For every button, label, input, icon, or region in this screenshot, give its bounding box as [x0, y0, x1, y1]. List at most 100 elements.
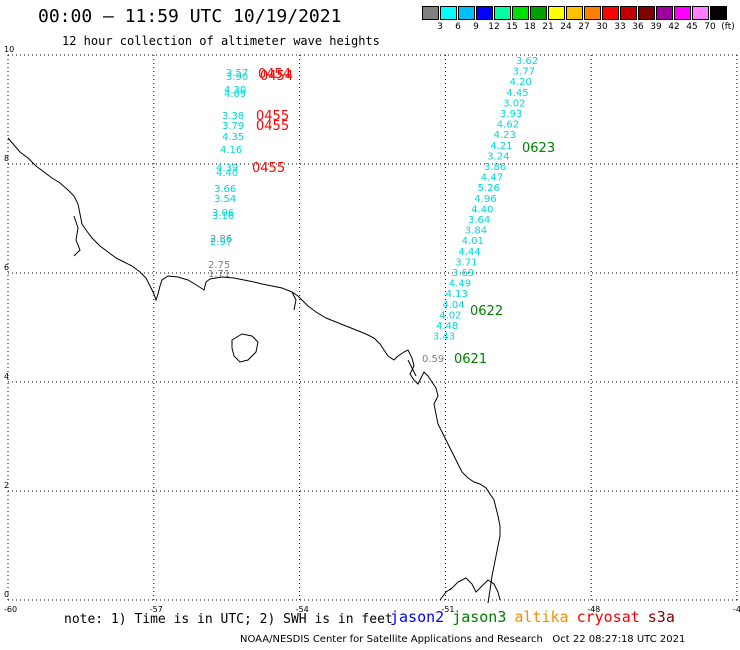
- island-outline: [231, 333, 259, 363]
- pass-time-label: 0454: [260, 69, 293, 84]
- color-scale-tick: 6: [455, 22, 461, 32]
- wave-height-value: 4.45: [506, 88, 528, 99]
- color-scale-tick: 70: [704, 22, 716, 32]
- satellite-legend: jason2 jason3 altika cryosat s3a: [390, 608, 683, 626]
- wave-height-value: 4.30: [224, 85, 246, 96]
- color-scale-tick: 36: [632, 22, 644, 32]
- latitude-tick: 2: [4, 481, 9, 490]
- wave-height-value: 4.35: [222, 132, 244, 143]
- pass-time-label: 0623: [522, 141, 555, 156]
- wave-height-value: 4.16: [220, 145, 242, 156]
- west-altimeter-track: 3.573.90 4.304.09 3.383.794.35 4.16 4.394.40…: [208, 68, 248, 280]
- footer-note: note: 1) Time is in UTC; 2) SWH is in fe…: [64, 612, 393, 627]
- pass-time-label: 0455: [256, 119, 289, 134]
- color-swatch: [494, 6, 511, 20]
- color-scale-tick: (ft): [721, 22, 735, 32]
- color-swatch: [440, 6, 457, 20]
- pass-time-label: 0455: [252, 161, 285, 176]
- wave-height-value: 3.77: [513, 67, 535, 78]
- color-scale-tick: 21: [542, 22, 554, 32]
- wave-height-value: 4.39: [216, 163, 238, 174]
- wave-height-value: 4.04: [442, 300, 464, 311]
- footer-credit: NOAA/NESDIS Center for Satellite Applica…: [240, 634, 686, 645]
- color-swatch: [674, 6, 691, 20]
- wave-height-value: 4.23: [494, 130, 516, 141]
- color-swatch: [566, 6, 583, 20]
- wave-height-value: 4.01: [462, 236, 484, 247]
- color-swatch: [620, 6, 637, 20]
- color-swatch: [710, 6, 727, 20]
- latitude-tick: 4: [4, 372, 9, 381]
- color-scale-tick: 30: [596, 22, 608, 32]
- wave-height-value: 3.90: [226, 72, 248, 83]
- wave-height-value: 3.86: [484, 162, 506, 173]
- wave-height-value: 4.40: [216, 168, 238, 179]
- wave-height-value: 3.69: [452, 268, 474, 279]
- color-swatch: [530, 6, 547, 20]
- axis-labels: -60 -57 -54 -51 -48 -45 0 2 4 6 8 10: [4, 45, 740, 614]
- color-scale-tick: 12: [488, 22, 500, 32]
- wave-height-value: 4.20: [510, 77, 532, 88]
- color-scale-tick: 15: [506, 22, 518, 32]
- longitude-tick: -54: [296, 605, 309, 614]
- coastline: [7, 137, 501, 604]
- satellite-legend-entry: cryosat: [576, 608, 640, 626]
- color-scale-tick: 3: [437, 22, 443, 32]
- color-scale-tick: 24: [560, 22, 572, 32]
- color-swatch: [656, 6, 673, 20]
- wave-height-value: 3.02: [503, 98, 525, 109]
- wave-height-value: 4.49: [449, 279, 471, 290]
- color-scale-tick: 45: [686, 22, 698, 32]
- map-title: 00:00 – 11:59 UTC 10/19/2021: [38, 6, 342, 27]
- satellite-legend-entry: s3a: [647, 608, 675, 626]
- longitude-tick: -60: [4, 605, 17, 614]
- wave-height-value: 3.24: [487, 151, 509, 162]
- wave-height-value: 2.75: [208, 260, 230, 271]
- longitude-tick: -51: [441, 605, 454, 614]
- wave-height-value: 3.57: [226, 68, 248, 79]
- color-swatch: [422, 6, 439, 20]
- wave-height-value: 3.93: [500, 109, 522, 120]
- wave-height-value: 3.62: [516, 56, 538, 67]
- wave-height-value: 3.06: [212, 208, 234, 219]
- wave-height-value: 3.66: [214, 184, 236, 195]
- color-swatch: [512, 6, 529, 20]
- map-subtitle: 12 hour collection of altimeter wave hei…: [62, 34, 380, 48]
- latitude-tick: 0: [4, 590, 9, 599]
- latitude-tick: 6: [4, 263, 9, 272]
- river-estuary: [73, 215, 417, 377]
- longitude-tick: -48: [587, 605, 600, 614]
- color-scale-tick: 9: [473, 22, 479, 32]
- pass-time-label: 0454: [258, 67, 291, 82]
- wave-height-value: 4.09: [224, 89, 246, 100]
- pass-time-label: 0455: [256, 109, 289, 124]
- wave-height-value: 3.16: [212, 211, 234, 222]
- wave-height-value: 3.43: [433, 332, 455, 343]
- wave-height-value: 1.71: [208, 269, 230, 280]
- pass-time-label: 0622: [470, 304, 503, 319]
- wave-height-value: 4.13: [446, 289, 468, 300]
- wave-height-value: 4.62: [497, 120, 519, 131]
- wave-height-value: 0.59: [422, 354, 444, 365]
- satellite-legend-entry: jason3: [452, 608, 507, 626]
- color-scale-tick: 42: [668, 22, 680, 32]
- east-altimeter-track: 3.623.774.204.453.023.934.624.234.213.24…: [422, 56, 538, 365]
- wave-height-value: 4.96: [474, 194, 496, 205]
- wave-height-value: 3.54: [214, 194, 236, 205]
- wave-height-value: 4.44: [458, 247, 480, 258]
- color-swatch: [638, 6, 655, 20]
- wave-height-value: 4.48: [436, 321, 458, 332]
- latitude-tick: 10: [4, 45, 14, 54]
- wave-height-value: 3.79: [222, 121, 244, 132]
- satellite-legend-entry: altika: [514, 608, 569, 626]
- wave-height-value: 4.21: [490, 141, 512, 152]
- color-swatch: [602, 6, 619, 20]
- wave-height-value: 3.84: [465, 226, 487, 237]
- color-swatch: [548, 6, 565, 20]
- color-swatch: [476, 6, 493, 20]
- wave-height-value: 2.86: [210, 234, 232, 245]
- wave-height-value: 3.71: [455, 257, 477, 268]
- island-delta: [439, 577, 501, 601]
- color-scale-tick: 39: [650, 22, 662, 32]
